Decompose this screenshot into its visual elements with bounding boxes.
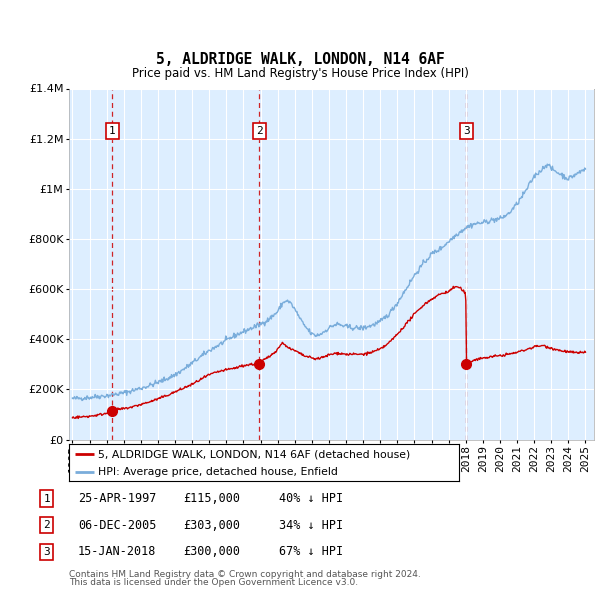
Text: Price paid vs. HM Land Registry's House Price Index (HPI): Price paid vs. HM Land Registry's House … bbox=[131, 67, 469, 80]
Text: 2: 2 bbox=[43, 520, 50, 530]
Text: 5, ALDRIDGE WALK, LONDON, N14 6AF: 5, ALDRIDGE WALK, LONDON, N14 6AF bbox=[155, 51, 445, 67]
Text: 06-DEC-2005: 06-DEC-2005 bbox=[78, 519, 157, 532]
Text: 3: 3 bbox=[43, 547, 50, 556]
Text: 15-JAN-2018: 15-JAN-2018 bbox=[78, 545, 157, 558]
Text: 1: 1 bbox=[43, 494, 50, 503]
Text: £115,000: £115,000 bbox=[183, 492, 240, 505]
Text: 1: 1 bbox=[109, 126, 115, 136]
Text: 25-APR-1997: 25-APR-1997 bbox=[78, 492, 157, 505]
Text: 34% ↓ HPI: 34% ↓ HPI bbox=[279, 519, 343, 532]
Text: 3: 3 bbox=[463, 126, 470, 136]
Text: 67% ↓ HPI: 67% ↓ HPI bbox=[279, 545, 343, 558]
Text: £303,000: £303,000 bbox=[183, 519, 240, 532]
Text: 2: 2 bbox=[256, 126, 263, 136]
Text: £300,000: £300,000 bbox=[183, 545, 240, 558]
Text: Contains HM Land Registry data © Crown copyright and database right 2024.: Contains HM Land Registry data © Crown c… bbox=[69, 570, 421, 579]
Text: 40% ↓ HPI: 40% ↓ HPI bbox=[279, 492, 343, 505]
Text: 5, ALDRIDGE WALK, LONDON, N14 6AF (detached house): 5, ALDRIDGE WALK, LONDON, N14 6AF (detac… bbox=[98, 449, 410, 459]
Text: HPI: Average price, detached house, Enfield: HPI: Average price, detached house, Enfi… bbox=[98, 467, 338, 477]
Text: This data is licensed under the Open Government Licence v3.0.: This data is licensed under the Open Gov… bbox=[69, 578, 358, 588]
